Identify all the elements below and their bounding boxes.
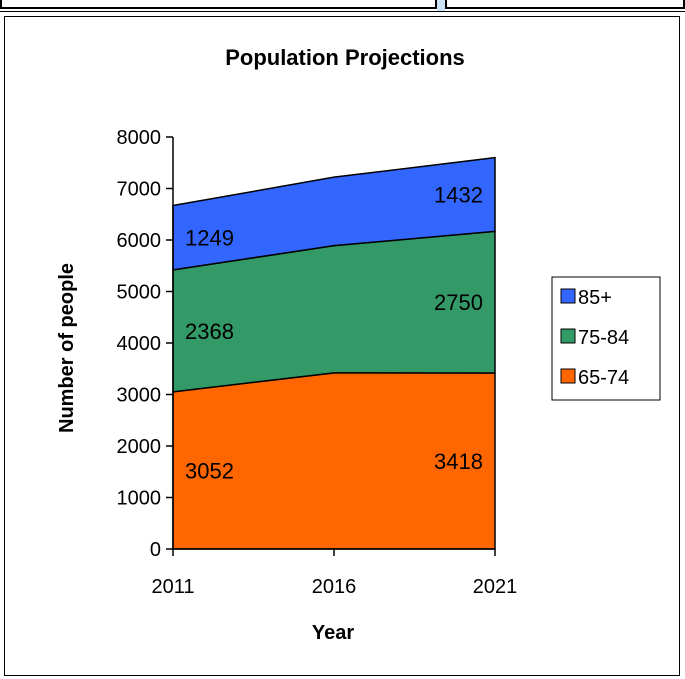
y-tick-label: 8000 [117, 127, 162, 149]
legend-entry: 65-74 [578, 367, 629, 389]
y-tick-label: 2000 [117, 436, 162, 458]
legend-entry: 75-84 [578, 327, 629, 349]
top-strip-left [0, 0, 437, 9]
legend-swatch [560, 288, 576, 304]
y-tick-label: 3000 [117, 385, 162, 407]
y-tick-label: 7000 [117, 179, 162, 201]
y-tick-label: 6000 [117, 230, 162, 252]
data-label: 1249 [185, 226, 234, 251]
legend-swatch [560, 328, 576, 344]
chart-title: Population Projections [225, 45, 465, 70]
y-tick-label: 0 [150, 539, 161, 561]
area-series-group [172, 156, 496, 550]
x-tick-label: 2011 [151, 576, 194, 598]
axes-group: 0 1000 2000 3000 4000 5000 6000 7000 8000 2011 201… [117, 127, 518, 598]
x-tick-label: 2016 [312, 576, 357, 598]
top-strip-divider [437, 0, 445, 11]
legend: 85+ 75-84 65-74 [551, 276, 661, 401]
y-axis-title: Number of people [56, 263, 78, 433]
data-labels-group: 3052 3418 2368 2750 1249 1432 [185, 182, 483, 483]
data-label: 2368 [185, 319, 234, 344]
data-label: 3052 [185, 458, 234, 483]
x-tick-label: 2021 [473, 576, 518, 598]
window-top-strip [0, 0, 685, 12]
y-tick-label: 1000 [117, 488, 162, 510]
data-label: 2750 [434, 290, 483, 315]
legend-swatch [560, 368, 576, 384]
legend-entry: 85+ [578, 287, 612, 309]
y-tick-label: 4000 [117, 333, 162, 355]
y-tick-label: 5000 [117, 282, 162, 304]
x-axis-title: Year [312, 622, 354, 644]
data-label: 3418 [434, 449, 483, 474]
data-label: 1432 [434, 182, 483, 207]
top-strip-right [445, 0, 685, 9]
